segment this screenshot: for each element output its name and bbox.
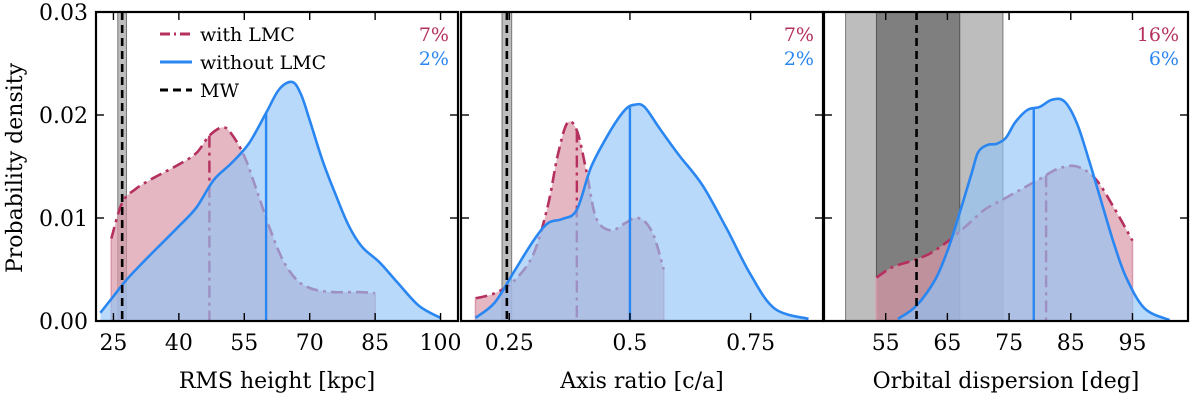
x-tick-label: 70	[296, 331, 324, 356]
series-layer	[99, 12, 442, 322]
x-axis-label: RMS height [kpc]	[179, 369, 375, 394]
panel-rms-height: 25 40 55 70 85 100 0.00 0.01 0.02 0.03 7% 2% RMS …	[39, 1, 462, 394]
series-layer	[875, 12, 1171, 322]
x-axis-label: Axis ratio [c/a]	[559, 369, 723, 394]
percent-without-lmc: 6%	[1149, 48, 1179, 70]
series-without-lmc-line	[474, 102, 809, 321]
series-layer	[474, 12, 809, 321]
ticks: 0.25 0.5 0.75	[461, 11, 823, 356]
x-tick-label: 40	[165, 331, 193, 356]
percent-with-lmc: 7%	[784, 24, 814, 46]
figure-ylabel: Probability density	[3, 62, 28, 273]
legend: with LMC without LMC MW	[160, 24, 326, 102]
x-tick-label: 85	[1057, 331, 1085, 356]
percent-with-lmc: 7%	[419, 24, 449, 46]
series-without-lmc-line	[99, 80, 442, 320]
x-tick-label: 75	[995, 331, 1023, 356]
x-axis-label: Orbital dispersion [deg]	[873, 369, 1140, 394]
series-without-lmc-line	[897, 97, 1171, 322]
legend-mw-label: MW	[200, 80, 239, 102]
legend-with-lmc-label: with LMC	[200, 24, 295, 46]
y-tick-label: 0.00	[39, 310, 88, 335]
x-tick-label: 65	[933, 331, 961, 356]
series-without-lmc-fill	[100, 81, 441, 322]
series-without-lmc-fill	[475, 104, 809, 321]
y-tick-label: 0.03	[39, 1, 88, 26]
x-tick-label: 0.25	[485, 331, 534, 356]
plot-frame	[822, 10, 1190, 323]
x-tick-label: 0.75	[726, 331, 775, 356]
panel-axis-ratio: 0.25 0.5 0.75 7% 2% Axis ratio [c/a]	[459, 10, 825, 394]
x-tick-label: 55	[872, 331, 900, 356]
panel-orbital-dispersion: 55 65 75 85 95 16% 6% Orbital dispersion [de…	[822, 10, 1190, 394]
x-tick-label: 85	[361, 331, 389, 356]
x-tick-label: 0.5	[612, 331, 647, 356]
y-tick-label: 0.01	[39, 207, 88, 232]
x-tick-label: 55	[230, 331, 258, 356]
plot-frame	[94, 10, 460, 323]
ticks: 25 40 55 70 85 100 0.00 0.01 0.02 0.03	[39, 1, 462, 356]
x-tick-label: 95	[1118, 331, 1146, 356]
x-tick-label: 25	[99, 331, 127, 356]
percent-without-lmc: 2%	[784, 48, 814, 70]
x-tick-label: 100	[420, 331, 462, 356]
legend-without-lmc-label: without LMC	[200, 52, 326, 74]
percent-without-lmc: 2%	[419, 48, 449, 70]
y-tick-label: 0.02	[39, 104, 88, 129]
percent-with-lmc: 16%	[1137, 24, 1179, 46]
